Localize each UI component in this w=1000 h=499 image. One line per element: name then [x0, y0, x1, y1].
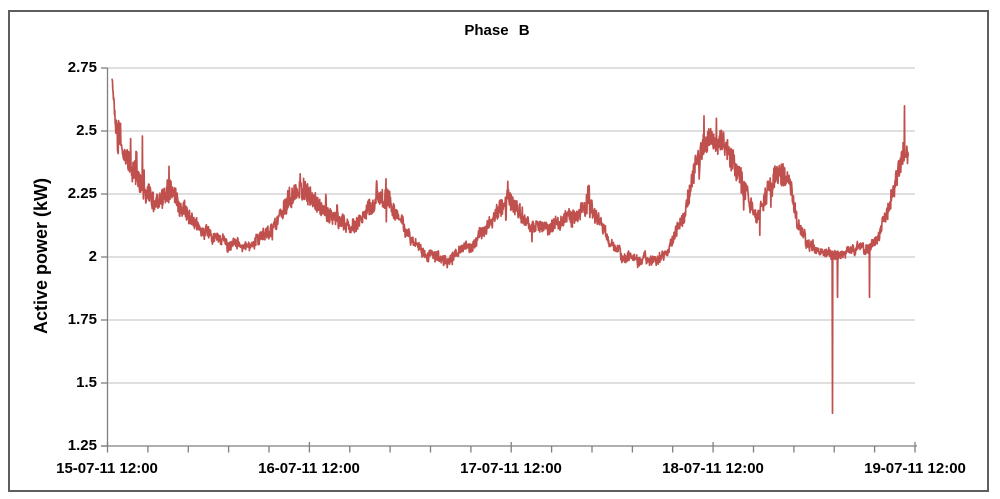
data-series: [111, 78, 910, 415]
y-tick-label: 1.25: [67, 437, 97, 454]
y-tick-label: 2.5: [76, 122, 97, 139]
y-tick-label: 2.75: [67, 59, 97, 76]
x-tick-label: 18-07-11 12:00: [662, 460, 764, 477]
x-tick-label: 17-07-11 12:00: [460, 460, 562, 477]
chart-title: Phase B: [464, 22, 530, 39]
y-tick-label: 1.75: [67, 311, 97, 328]
axes-and-ticks: [101, 67, 917, 453]
gridlines: [107, 67, 915, 384]
y-tick-label: 1.5: [76, 374, 97, 391]
y-tick-label: 2.25: [67, 185, 97, 202]
x-tick-label: 16-07-11 12:00: [258, 460, 360, 477]
phase-b-line: [111, 78, 910, 415]
x-tick-label: 15-07-11 12:00: [56, 460, 158, 477]
x-tick-label: 19-07-11 12:00: [864, 460, 966, 477]
y-tick-label: 2: [88, 248, 97, 265]
